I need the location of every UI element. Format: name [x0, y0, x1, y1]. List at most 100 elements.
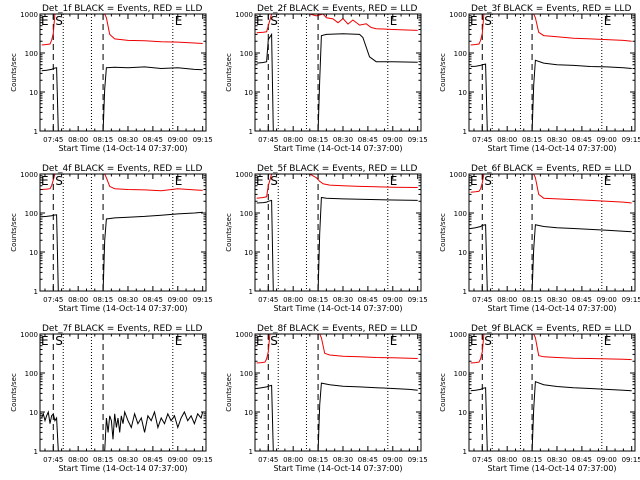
y-tick-label: 1000 [449, 11, 467, 19]
plot-frame [468, 173, 636, 292]
time-marker-label: E [470, 334, 478, 348]
y-axis-label: Counts/sec [10, 373, 18, 412]
x-tick-label: 08:15 [522, 136, 542, 144]
y-tick-label: 10 [458, 409, 467, 417]
series-events-line [470, 224, 632, 291]
time-marker-label: E [41, 174, 49, 188]
series-events-line [41, 211, 203, 291]
x-tick-label: 08:00 [283, 136, 303, 144]
y-tick-label: 1000 [20, 11, 38, 19]
x-tick-label: 08:00 [497, 296, 517, 304]
y-axis-label: Counts/sec [439, 373, 447, 412]
x-tick-label: 09:00 [168, 456, 188, 464]
x-tick-label: 08:30 [118, 296, 138, 304]
y-tick-label: 1 [34, 128, 38, 136]
panel-title: Det_1f BLACK = Events, RED = LLD [42, 4, 202, 14]
x-tick-label: 08:30 [547, 136, 567, 144]
panel-title: Det_3f BLACK = Events, RED = LLD [471, 4, 631, 14]
x-tick-label: 09:00 [383, 136, 403, 144]
y-tick-label: 10 [458, 89, 467, 97]
x-tick-label: 08:30 [333, 296, 353, 304]
y-tick-label: 1 [34, 288, 38, 296]
x-tick-label: 07:45 [258, 136, 278, 144]
x-tick-label: 08:00 [68, 136, 88, 144]
x-tick-label: 09:00 [168, 136, 188, 144]
time-marker-label: S [270, 334, 278, 348]
y-tick-label: 10 [458, 249, 467, 257]
x-tick-label: 08:00 [497, 456, 517, 464]
series-lld-line [470, 174, 632, 204]
x-tick-label: 08:00 [68, 296, 88, 304]
x-tick-label: 08:15 [522, 296, 542, 304]
x-tick-label: 08:45 [143, 296, 163, 304]
y-tick-label: 1000 [235, 171, 253, 179]
x-tick-label: 09:15 [622, 456, 640, 464]
time-marker-label: E [175, 334, 183, 348]
x-tick-label: 07:45 [43, 456, 63, 464]
x-tick-label: 08:30 [333, 136, 353, 144]
plot-frame [254, 333, 422, 452]
x-tick-label: 09:15 [193, 296, 213, 304]
y-axis-label: Counts/sec [225, 213, 233, 252]
x-tick-label: 08:45 [358, 456, 378, 464]
x-tick-label: 08:00 [283, 456, 303, 464]
y-tick-label: 1 [249, 448, 253, 456]
x-axis-label: Start Time (14-Oct-14 07:37:00) [487, 464, 616, 473]
x-tick-label: 09:15 [193, 456, 213, 464]
time-marker-label: E [390, 174, 398, 188]
panel-title: Det_5f BLACK = Events, RED = LLD [257, 164, 417, 174]
x-tick-label: 08:30 [547, 296, 567, 304]
y-tick-label: 1000 [20, 331, 38, 339]
plot-frame [39, 333, 207, 452]
y-tick-label: 1000 [449, 331, 467, 339]
panel-title: Det_7f BLACK = Events, RED = LLD [42, 324, 202, 334]
x-tick-label: 07:45 [258, 456, 278, 464]
y-axis-label: Counts/sec [225, 373, 233, 412]
x-tick-label: 08:15 [308, 136, 328, 144]
y-tick-label: 100 [240, 210, 253, 218]
x-tick-label: 09:15 [193, 136, 213, 144]
time-marker-label: E [41, 334, 49, 348]
x-axis-label: Start Time (14-Oct-14 07:37:00) [273, 144, 402, 153]
x-tick-label: 09:15 [408, 296, 428, 304]
y-tick-label: 100 [454, 210, 467, 218]
x-tick-label: 08:45 [143, 456, 163, 464]
plot-frame [468, 13, 636, 132]
y-tick-label: 100 [25, 210, 38, 218]
y-tick-label: 1 [249, 288, 253, 296]
time-marker-label: E [390, 14, 398, 28]
y-tick-label: 100 [25, 370, 38, 378]
time-marker-label: S [270, 174, 278, 188]
y-tick-label: 100 [25, 50, 38, 58]
x-axis-label: Start Time (14-Oct-14 07:37:00) [487, 144, 616, 153]
series-lld-line [41, 14, 203, 46]
x-tick-label: 08:30 [118, 456, 138, 464]
series-lld-line [470, 14, 632, 46]
y-axis-label: Counts/sec [439, 213, 447, 252]
plot-frame [254, 13, 422, 132]
y-tick-label: 10 [244, 249, 253, 257]
x-tick-label: 09:00 [597, 136, 617, 144]
time-marker-label: S [55, 334, 63, 348]
x-tick-label: 08:15 [308, 296, 328, 304]
time-marker-label: E [604, 334, 612, 348]
panel-title: Det_6f BLACK = Events, RED = LLD [471, 164, 631, 174]
y-axis-label: Counts/sec [10, 53, 18, 92]
y-axis-label: Counts/sec [439, 53, 447, 92]
x-tick-label: 07:45 [43, 136, 63, 144]
y-tick-label: 10 [29, 409, 38, 417]
series-events-line [470, 59, 632, 131]
x-axis-label: Start Time (14-Oct-14 07:37:00) [58, 304, 187, 313]
series-events-line [256, 382, 418, 451]
x-tick-label: 07:45 [43, 296, 63, 304]
x-tick-label: 08:30 [333, 456, 353, 464]
x-tick-label: 08:45 [572, 456, 592, 464]
time-marker-label: E [256, 14, 264, 28]
